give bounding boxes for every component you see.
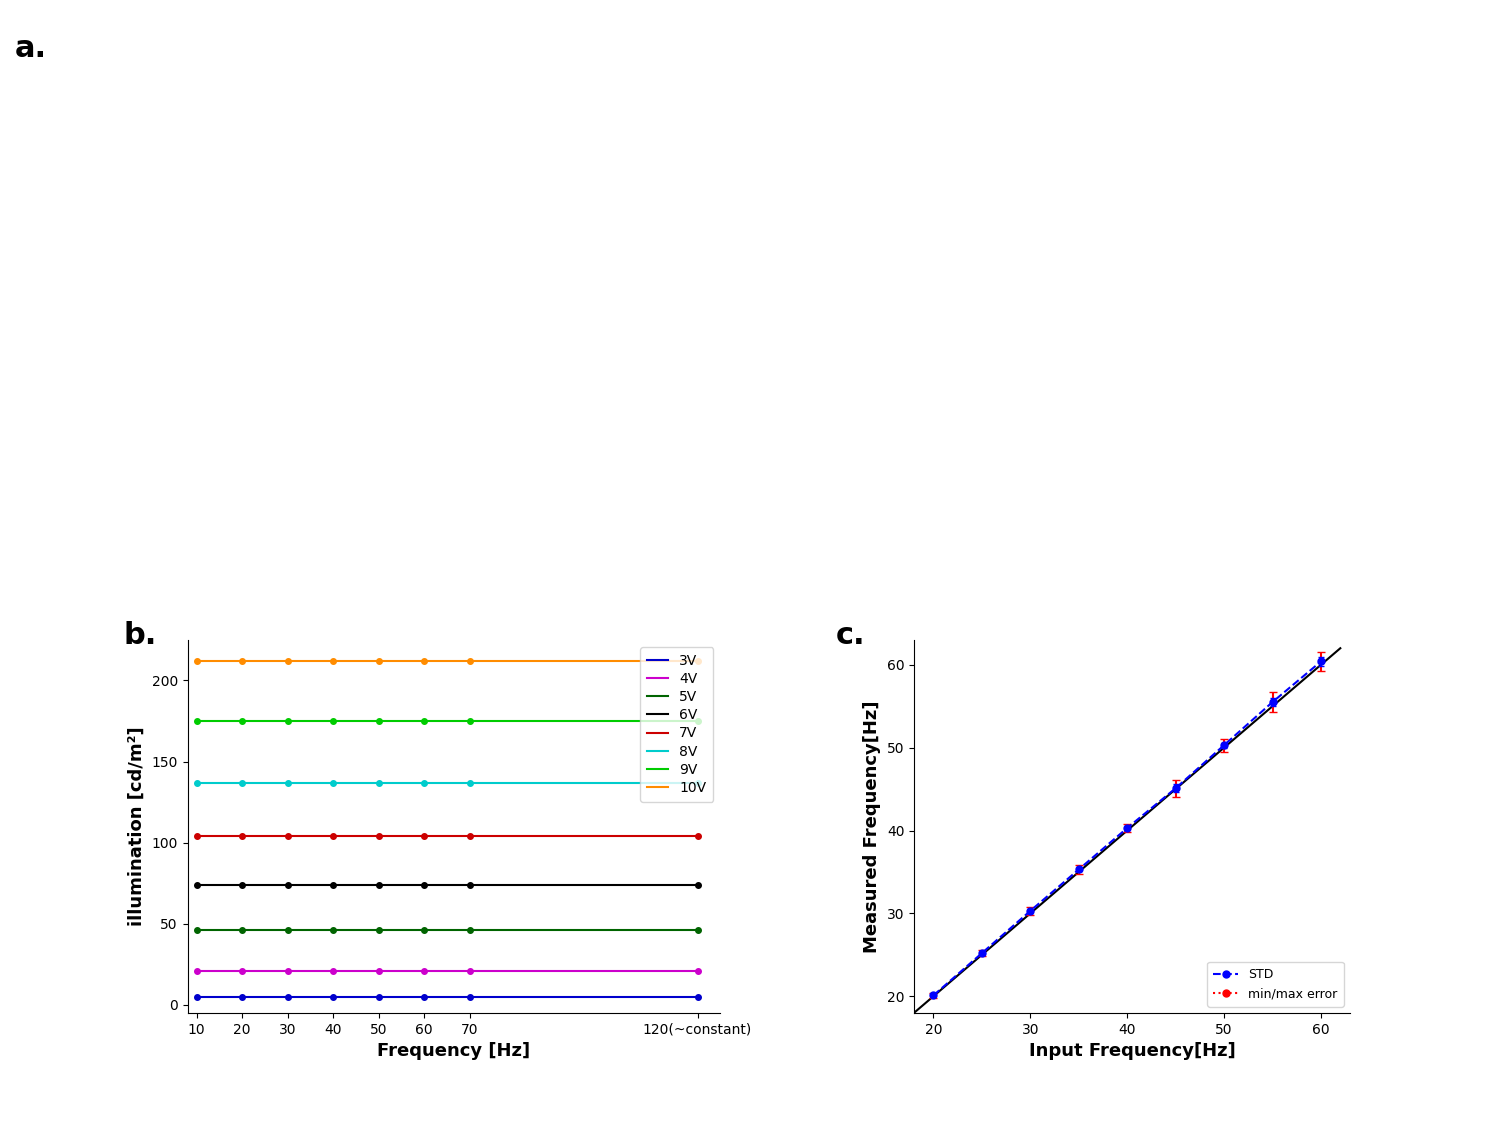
8V bbox=[460, 776, 478, 790]
Text: b.: b. bbox=[123, 621, 158, 650]
Y-axis label: illumination [cd/m²]: illumination [cd/m²] bbox=[128, 726, 146, 926]
7V bbox=[188, 830, 206, 843]
3V bbox=[188, 990, 206, 1004]
10V bbox=[188, 654, 206, 668]
7V bbox=[416, 830, 434, 843]
6V bbox=[188, 877, 206, 891]
5V bbox=[416, 923, 434, 937]
6V bbox=[688, 877, 706, 891]
6V bbox=[460, 877, 478, 891]
X-axis label: Frequency [Hz]: Frequency [Hz] bbox=[378, 1042, 531, 1061]
5V bbox=[370, 923, 388, 937]
Y-axis label: Measured Frequency[Hz]: Measured Frequency[Hz] bbox=[862, 700, 880, 953]
3V bbox=[460, 990, 478, 1004]
6V bbox=[279, 877, 297, 891]
5V bbox=[460, 923, 478, 937]
10V bbox=[324, 654, 342, 668]
4V bbox=[416, 964, 434, 978]
4V bbox=[279, 964, 297, 978]
3V bbox=[370, 990, 388, 1004]
5V bbox=[279, 923, 297, 937]
9V bbox=[460, 715, 478, 728]
4V bbox=[324, 964, 342, 978]
6V bbox=[370, 877, 388, 891]
9V bbox=[688, 715, 706, 728]
3V bbox=[324, 990, 342, 1004]
4V bbox=[232, 964, 250, 978]
9V bbox=[279, 715, 297, 728]
5V bbox=[324, 923, 342, 937]
10V bbox=[232, 654, 250, 668]
5V bbox=[232, 923, 250, 937]
Text: a.: a. bbox=[15, 34, 46, 63]
7V bbox=[279, 830, 297, 843]
6V bbox=[324, 877, 342, 891]
10V bbox=[460, 654, 478, 668]
10V bbox=[370, 654, 388, 668]
9V bbox=[324, 715, 342, 728]
6V bbox=[232, 877, 250, 891]
4V bbox=[188, 964, 206, 978]
8V bbox=[688, 776, 706, 790]
7V bbox=[370, 830, 388, 843]
6V bbox=[416, 877, 434, 891]
7V bbox=[460, 830, 478, 843]
8V bbox=[324, 776, 342, 790]
Legend: STD, min/max error: STD, min/max error bbox=[1208, 962, 1344, 1007]
8V bbox=[416, 776, 434, 790]
4V bbox=[460, 964, 478, 978]
Text: c.: c. bbox=[836, 621, 866, 650]
5V bbox=[188, 923, 206, 937]
8V bbox=[232, 776, 250, 790]
3V bbox=[232, 990, 250, 1004]
8V bbox=[188, 776, 206, 790]
9V bbox=[232, 715, 250, 728]
Legend: 3V, 4V, 5V, 6V, 7V, 8V, 9V, 10V: 3V, 4V, 5V, 6V, 7V, 8V, 9V, 10V bbox=[640, 646, 714, 802]
9V bbox=[188, 715, 206, 728]
7V bbox=[232, 830, 250, 843]
4V bbox=[688, 964, 706, 978]
10V bbox=[279, 654, 297, 668]
7V bbox=[688, 830, 706, 843]
10V bbox=[416, 654, 434, 668]
10V bbox=[688, 654, 706, 668]
9V bbox=[370, 715, 388, 728]
5V bbox=[688, 923, 706, 937]
3V bbox=[688, 990, 706, 1004]
3V bbox=[416, 990, 434, 1004]
4V bbox=[370, 964, 388, 978]
8V bbox=[370, 776, 388, 790]
9V bbox=[416, 715, 434, 728]
7V bbox=[324, 830, 342, 843]
3V bbox=[279, 990, 297, 1004]
8V bbox=[279, 776, 297, 790]
X-axis label: Input Frequency[Hz]: Input Frequency[Hz] bbox=[1029, 1042, 1236, 1061]
